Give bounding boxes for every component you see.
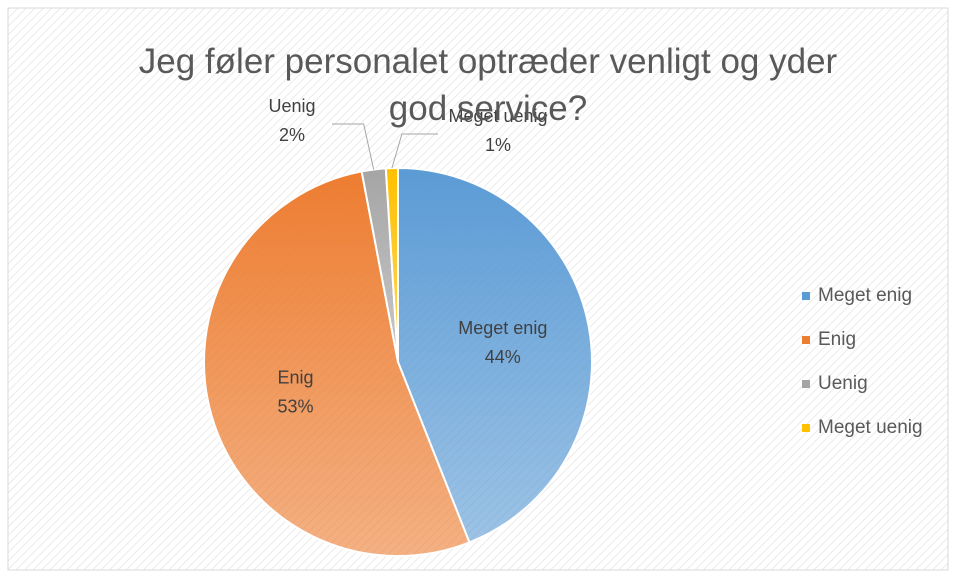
data-label-category: Uenig	[268, 96, 315, 116]
leader-line	[391, 133, 438, 169]
legend-marker	[802, 424, 810, 432]
pie-slice	[397, 166, 593, 544]
legend-label: Uenig	[818, 373, 868, 394]
legend-marker	[802, 380, 810, 388]
legend-label: Meget uenig	[818, 417, 923, 438]
legend-marker	[802, 336, 810, 344]
data-label: 2%	[279, 125, 305, 145]
legend-marker	[802, 292, 810, 300]
data-label: 53%	[278, 397, 314, 417]
leader-line	[332, 123, 375, 170]
legend-label: Enig	[818, 329, 856, 350]
pie-slice	[203, 170, 471, 557]
pie-slice	[384, 166, 399, 363]
data-label: 1%	[485, 135, 511, 155]
data-label-category: Meget enig	[458, 318, 547, 338]
data-label-category: Meget uenig	[448, 106, 547, 126]
data-label-category: Enig	[278, 368, 314, 388]
chart-title: Jeg føler personalet optræder venligt og…	[138, 42, 838, 128]
data-label: 44%	[485, 347, 521, 367]
legend-label: Meget enig	[818, 285, 912, 306]
